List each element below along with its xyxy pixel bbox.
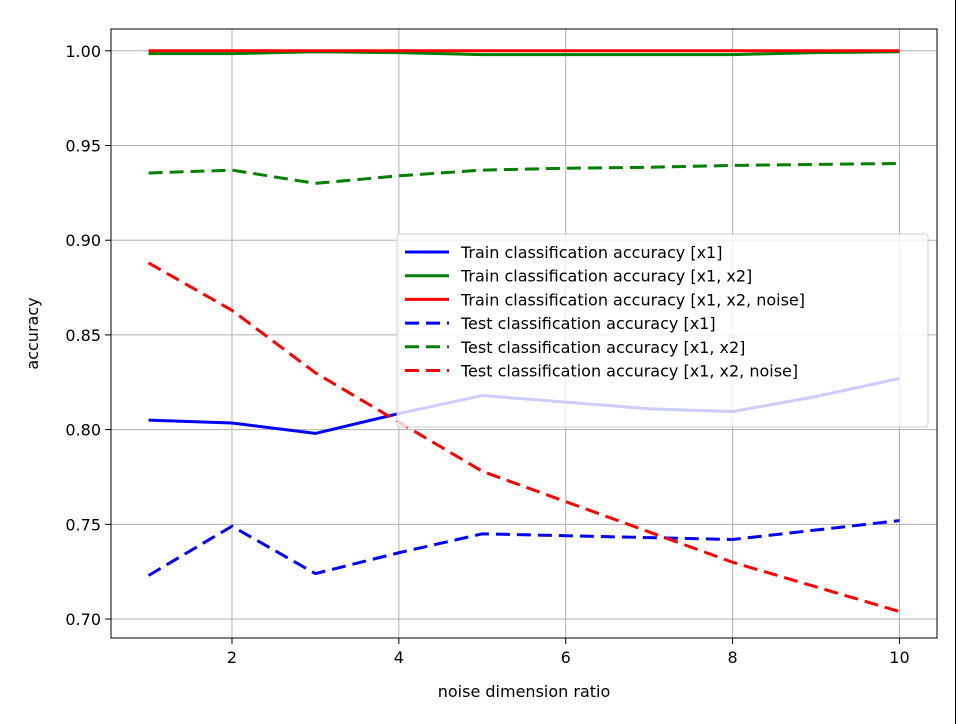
x-axis: 2 4 6 8 10 [227, 638, 910, 667]
x-tick-label: 2 [227, 648, 237, 667]
legend-entry-4: Test classification accuracy [x1] [460, 314, 716, 333]
y-tick-label: 1.00 [65, 42, 101, 61]
y-tick-label: 0.70 [65, 610, 101, 629]
legend-entry-5: Test classification accuracy [x1, x2] [460, 338, 745, 357]
x-tick-label: 10 [889, 648, 909, 667]
y-tick-label: 0.80 [65, 421, 101, 440]
x-tick-label: 4 [394, 648, 404, 667]
x-tick-label: 8 [727, 648, 737, 667]
series-line-6 [147, 261, 900, 613]
y-tick-label: 0.85 [65, 326, 101, 345]
y-tick-label: 0.95 [65, 136, 101, 155]
series-line-4 [147, 519, 900, 577]
x-tick-label: 6 [561, 648, 571, 667]
y-tick-label: 0.75 [65, 515, 101, 534]
series-line-2 [148, 50, 900, 57]
y-axis-label: accuracy [23, 297, 42, 369]
x-axis-label: noise dimension ratio [438, 682, 611, 701]
legend: Train classification accuracy [x1] Train … [396, 233, 929, 428]
legend-entry-6: Test classification accuracy [x1, x2, no… [460, 362, 798, 381]
plot-frame [110, 28, 938, 639]
legend-box [396, 233, 929, 428]
y-tick-label: 0.90 [65, 231, 101, 250]
legend-entry-1: Train classification accuracy [x1] [460, 243, 722, 262]
legend-entry-2: Train classification accuracy [x1, x2] [460, 267, 752, 286]
y-axis: 0.70 0.75 0.80 0.85 0.90 0.95 1.00 [65, 42, 111, 629]
window-edge [955, 0, 956, 724]
legend-entry-3: Train classification accuracy [x1, x2, n… [460, 290, 805, 309]
